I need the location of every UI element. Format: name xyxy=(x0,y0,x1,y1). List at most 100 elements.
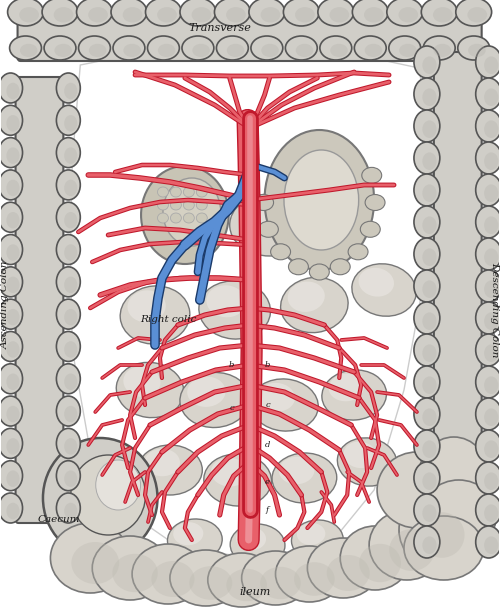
Ellipse shape xyxy=(484,88,498,106)
Ellipse shape xyxy=(170,550,242,606)
Ellipse shape xyxy=(0,267,22,297)
Ellipse shape xyxy=(148,36,180,60)
Ellipse shape xyxy=(152,561,194,597)
Ellipse shape xyxy=(170,213,181,223)
Ellipse shape xyxy=(0,460,22,491)
Text: ileum: ileum xyxy=(239,587,270,597)
Ellipse shape xyxy=(422,152,436,170)
Ellipse shape xyxy=(64,438,78,455)
Ellipse shape xyxy=(414,238,440,270)
Ellipse shape xyxy=(0,138,22,167)
Ellipse shape xyxy=(158,213,168,223)
Ellipse shape xyxy=(6,309,20,325)
Ellipse shape xyxy=(354,36,386,60)
Ellipse shape xyxy=(456,0,492,26)
Ellipse shape xyxy=(0,331,22,362)
Ellipse shape xyxy=(0,364,22,394)
Ellipse shape xyxy=(414,110,440,142)
Ellipse shape xyxy=(264,130,374,270)
Ellipse shape xyxy=(43,438,158,558)
Ellipse shape xyxy=(199,281,270,339)
Ellipse shape xyxy=(226,569,267,601)
Text: Right colic: Right colic xyxy=(140,315,196,325)
Ellipse shape xyxy=(422,376,436,394)
Ellipse shape xyxy=(484,121,498,138)
Ellipse shape xyxy=(6,83,20,99)
Ellipse shape xyxy=(0,170,22,200)
Ellipse shape xyxy=(8,0,44,26)
Ellipse shape xyxy=(484,537,498,554)
Ellipse shape xyxy=(111,0,147,26)
Ellipse shape xyxy=(414,302,440,334)
Ellipse shape xyxy=(270,244,290,260)
Ellipse shape xyxy=(6,147,20,164)
Ellipse shape xyxy=(422,248,436,266)
Ellipse shape xyxy=(308,538,379,598)
Ellipse shape xyxy=(56,105,80,135)
Ellipse shape xyxy=(484,280,498,298)
Text: d: d xyxy=(265,441,270,449)
Ellipse shape xyxy=(138,445,202,495)
Ellipse shape xyxy=(170,187,181,197)
Ellipse shape xyxy=(182,36,214,60)
Ellipse shape xyxy=(404,516,483,580)
Ellipse shape xyxy=(113,36,145,60)
Ellipse shape xyxy=(116,362,184,418)
Ellipse shape xyxy=(364,44,382,57)
Ellipse shape xyxy=(484,248,498,266)
Ellipse shape xyxy=(476,462,500,494)
Ellipse shape xyxy=(320,36,352,60)
Ellipse shape xyxy=(326,555,370,591)
Ellipse shape xyxy=(211,458,248,487)
Ellipse shape xyxy=(88,7,108,23)
Ellipse shape xyxy=(50,523,130,593)
Ellipse shape xyxy=(330,7,349,23)
Ellipse shape xyxy=(6,212,20,228)
Ellipse shape xyxy=(476,430,500,462)
Ellipse shape xyxy=(272,453,337,503)
Ellipse shape xyxy=(389,529,434,571)
FancyBboxPatch shape xyxy=(18,17,481,61)
Ellipse shape xyxy=(360,221,380,238)
Ellipse shape xyxy=(196,213,207,223)
Ellipse shape xyxy=(414,430,440,462)
Ellipse shape xyxy=(422,409,436,426)
Ellipse shape xyxy=(163,178,220,246)
Ellipse shape xyxy=(258,383,295,412)
Ellipse shape xyxy=(348,244,368,260)
Ellipse shape xyxy=(424,36,455,60)
Ellipse shape xyxy=(422,280,436,298)
Ellipse shape xyxy=(54,44,72,57)
Ellipse shape xyxy=(484,185,498,202)
Ellipse shape xyxy=(64,115,78,132)
Ellipse shape xyxy=(352,0,388,26)
Ellipse shape xyxy=(180,0,216,26)
Ellipse shape xyxy=(64,212,78,228)
Ellipse shape xyxy=(484,57,498,74)
Ellipse shape xyxy=(476,494,500,526)
Ellipse shape xyxy=(476,398,500,430)
Ellipse shape xyxy=(310,264,330,280)
Ellipse shape xyxy=(227,44,244,57)
Ellipse shape xyxy=(64,83,78,99)
Ellipse shape xyxy=(422,88,436,106)
Ellipse shape xyxy=(145,192,224,258)
Ellipse shape xyxy=(192,44,210,57)
Ellipse shape xyxy=(414,334,440,366)
Ellipse shape xyxy=(214,0,250,26)
Ellipse shape xyxy=(258,221,278,238)
Ellipse shape xyxy=(184,200,194,210)
Ellipse shape xyxy=(414,526,440,558)
Ellipse shape xyxy=(279,457,314,484)
Ellipse shape xyxy=(112,554,158,592)
Ellipse shape xyxy=(422,312,436,330)
Ellipse shape xyxy=(230,194,310,256)
Ellipse shape xyxy=(64,470,78,487)
Ellipse shape xyxy=(328,374,364,401)
Ellipse shape xyxy=(196,200,207,210)
Text: c: c xyxy=(230,404,234,412)
Ellipse shape xyxy=(141,166,229,264)
Ellipse shape xyxy=(120,286,190,344)
Ellipse shape xyxy=(338,438,397,486)
Text: Caecum: Caecum xyxy=(37,515,80,524)
